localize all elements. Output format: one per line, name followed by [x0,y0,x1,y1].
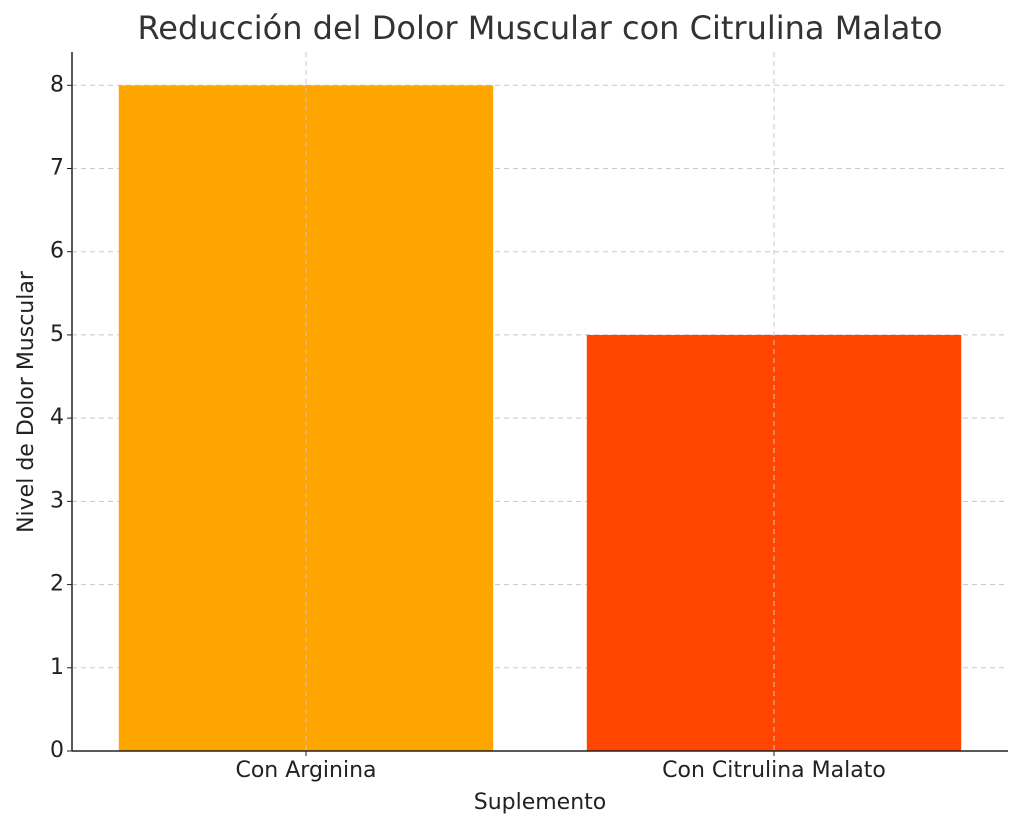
y-tick-label: 4 [50,405,64,430]
x-axis-label: Suplemento [474,790,607,815]
y-tick-label: 0 [50,738,64,763]
bar [118,85,494,752]
x-tick-label: Con Citrulina Malato [662,758,886,783]
y-tick-label: 5 [50,322,64,347]
y-tick-label: 1 [50,655,64,680]
y-tick-label: 6 [50,239,64,264]
x-tick-label: Con Arginina [235,758,376,783]
y-tick-label: 2 [50,572,64,597]
y-tick-label: 8 [50,72,64,97]
y-tick-label: 7 [50,156,64,181]
chart-title: Reducción del Dolor Muscular con Citruli… [137,9,942,47]
y-tick-label: 3 [50,488,64,513]
y-axis-label: Nivel de Dolor Muscular [14,270,39,533]
